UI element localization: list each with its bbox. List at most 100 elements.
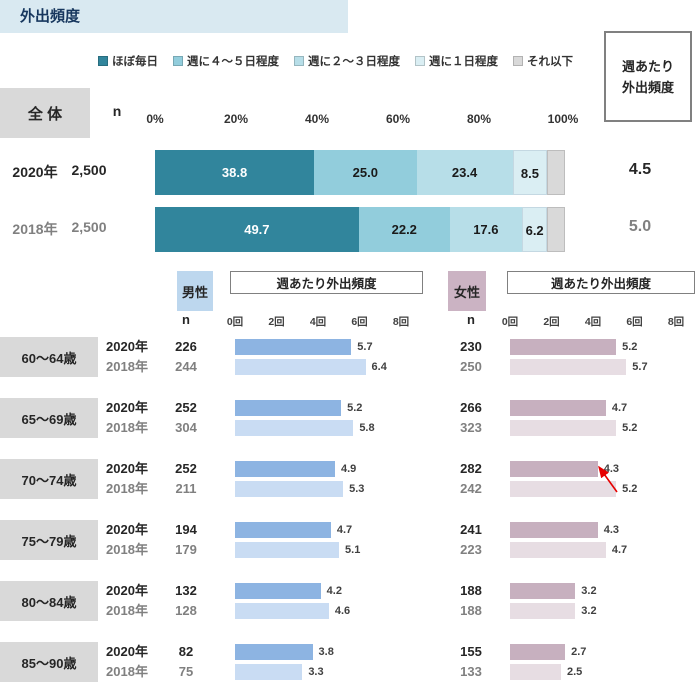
axis-tick: 8回 (667, 316, 685, 328)
female-n-value: 155 (460, 644, 482, 659)
stacked-segment: 25.0 (314, 150, 417, 195)
axis-tick: 4回 (309, 316, 327, 328)
male-n-value: 82 (178, 644, 194, 659)
bar-row: 2.7 (510, 643, 700, 661)
male-2020-bar (235, 583, 321, 599)
overall-n-value: 2,500 (71, 162, 107, 178)
stacked-bar-2020: 38.8 25.0 23.4 8.5 (155, 150, 565, 195)
female-axis: 0回 2回 4回 6回 8回 (497, 314, 689, 329)
female-n-value: 323 (460, 420, 482, 435)
male-2020-bar (235, 522, 331, 538)
age-group-label: 60～64歳 (0, 337, 98, 377)
age-group-row: 85～90歳 2020年 2018年 82 75 3.8 3.3 155 133 (0, 642, 700, 682)
axis-tick: 2回 (268, 316, 285, 328)
bar-row: 4.6 (235, 602, 443, 620)
stacked-segment: 6.2 (521, 207, 548, 252)
year-column: 2020年 2018年 (98, 642, 156, 682)
bar-value: 5.7 (357, 341, 373, 353)
axis-tick: 4回 (584, 316, 602, 328)
female-n-value: 230 (460, 339, 482, 354)
female-2020-bar (510, 644, 566, 660)
legend-label: それ以下 (527, 56, 573, 68)
male-n-value: 252 (175, 400, 197, 415)
page-title: 外出頻度 (0, 0, 348, 33)
weekly-frequency-header-box: 週あたり 外出頻度 (604, 31, 692, 122)
female-2020-bar (510, 400, 606, 416)
weekly-average-value: 4.5 (628, 161, 652, 178)
bar-row: 5.2 (235, 399, 443, 417)
female-n-column: 241 223 (443, 520, 499, 560)
female-chart-cell: 4.3 4.7 (499, 520, 700, 560)
year-label: 2020年 (106, 583, 148, 598)
axis-tick: 2回 (543, 316, 560, 328)
male-2018-bar (235, 420, 354, 436)
female-n-value: 282 (460, 461, 482, 476)
legend-item: ほぼ毎日 (98, 53, 158, 69)
year-column: 2020年 2018年 (98, 581, 156, 621)
male-chart-cell: 4.2 4.6 (216, 581, 443, 621)
bar-row: 5.2 (510, 338, 700, 356)
year-label: 2018年 (106, 481, 148, 496)
male-2018-bar (235, 603, 329, 619)
age-group-row: 60～64歳 2020年 2018年 226 244 5.7 6.4 230 2… (0, 337, 700, 377)
age-group-label: 75～79歳 (0, 520, 98, 560)
axis-tick: 80% (466, 112, 492, 126)
bar-value: 5.3 (349, 483, 365, 495)
male-n-value: 179 (175, 542, 197, 557)
bar-value: 5.2 (347, 402, 363, 414)
bar-value: 3.3 (308, 666, 324, 678)
year-label: 2020年 (106, 400, 148, 415)
weekly-header-line2: 外出頻度 (621, 79, 674, 95)
year-column: 2020年 2018年 (98, 520, 156, 560)
age-group-label: 65～69歳 (0, 398, 98, 438)
age-group-label: 80～84歳 (0, 581, 98, 621)
female-header: 女性 (448, 271, 486, 311)
female-n-value: 188 (460, 603, 482, 618)
bar-value: 3.2 (581, 605, 597, 617)
female-2018-bar (510, 542, 606, 558)
axis-tick: 0% (146, 112, 164, 126)
bar-value: 5.8 (359, 422, 375, 434)
legend-item: 週に２～３日程度 (294, 53, 400, 69)
female-chart-cell: 2.7 2.5 (499, 642, 700, 682)
bar-value: 4.9 (340, 463, 357, 475)
year-label: 2020年 (106, 339, 148, 354)
age-group-row: 75～79歳 2020年 2018年 194 179 4.7 5.1 241 2… (0, 520, 700, 560)
female-n-column: 282 242 (443, 459, 499, 499)
axis-tick: 20% (223, 112, 249, 126)
bar-value: 4.3 (603, 463, 620, 475)
female-n-value: 241 (460, 522, 482, 537)
male-2020-bar (235, 644, 313, 660)
age-group-row: 65～69歳 2020年 2018年 252 304 5.2 5.8 266 3… (0, 398, 700, 438)
female-2018-bar (510, 664, 561, 680)
bar-row: 5.2 (510, 480, 700, 498)
bar-row: 5.2 (510, 419, 700, 437)
bar-row: 5.7 (235, 338, 443, 356)
bar-row: 4.7 (510, 541, 700, 559)
female-chart-cell: 5.2 5.7 (499, 337, 700, 377)
year-column: 2020年 2018年 (98, 337, 156, 377)
bar-row: 3.2 (510, 602, 700, 620)
bar-row: 5.1 (235, 541, 443, 559)
bar-row: 5.3 (235, 480, 443, 498)
stacked-bar-2018: 49.7 22.2 17.6 6.2 (155, 207, 565, 252)
weekly-average-value: 5.0 (628, 218, 652, 235)
overall-year-label: 2018年 (12, 221, 58, 237)
year-label: 2018年 (106, 542, 148, 557)
male-2018-bar (235, 359, 366, 375)
age-group-row: 70～74歳 2020年 2018年 252 211 4.9 5.3 282 2… (0, 459, 700, 499)
male-n-value: 128 (175, 603, 197, 618)
female-2018-bar (510, 359, 627, 375)
male-chart-cell: 4.9 5.3 (216, 459, 443, 499)
bar-row: 3.3 (235, 663, 443, 681)
male-n-value: 132 (175, 583, 197, 598)
female-2018-bar (510, 420, 617, 436)
male-chart-cell: 3.8 3.3 (216, 642, 443, 682)
legend-item: 週に４～５日程度 (173, 53, 279, 69)
year-label: 2018年 (106, 420, 148, 435)
stacked-segment: 49.7 (155, 207, 359, 252)
overall-n-header: n (112, 103, 122, 119)
bar-row: 3.8 (235, 643, 443, 661)
male-n-value: 75 (178, 664, 194, 679)
